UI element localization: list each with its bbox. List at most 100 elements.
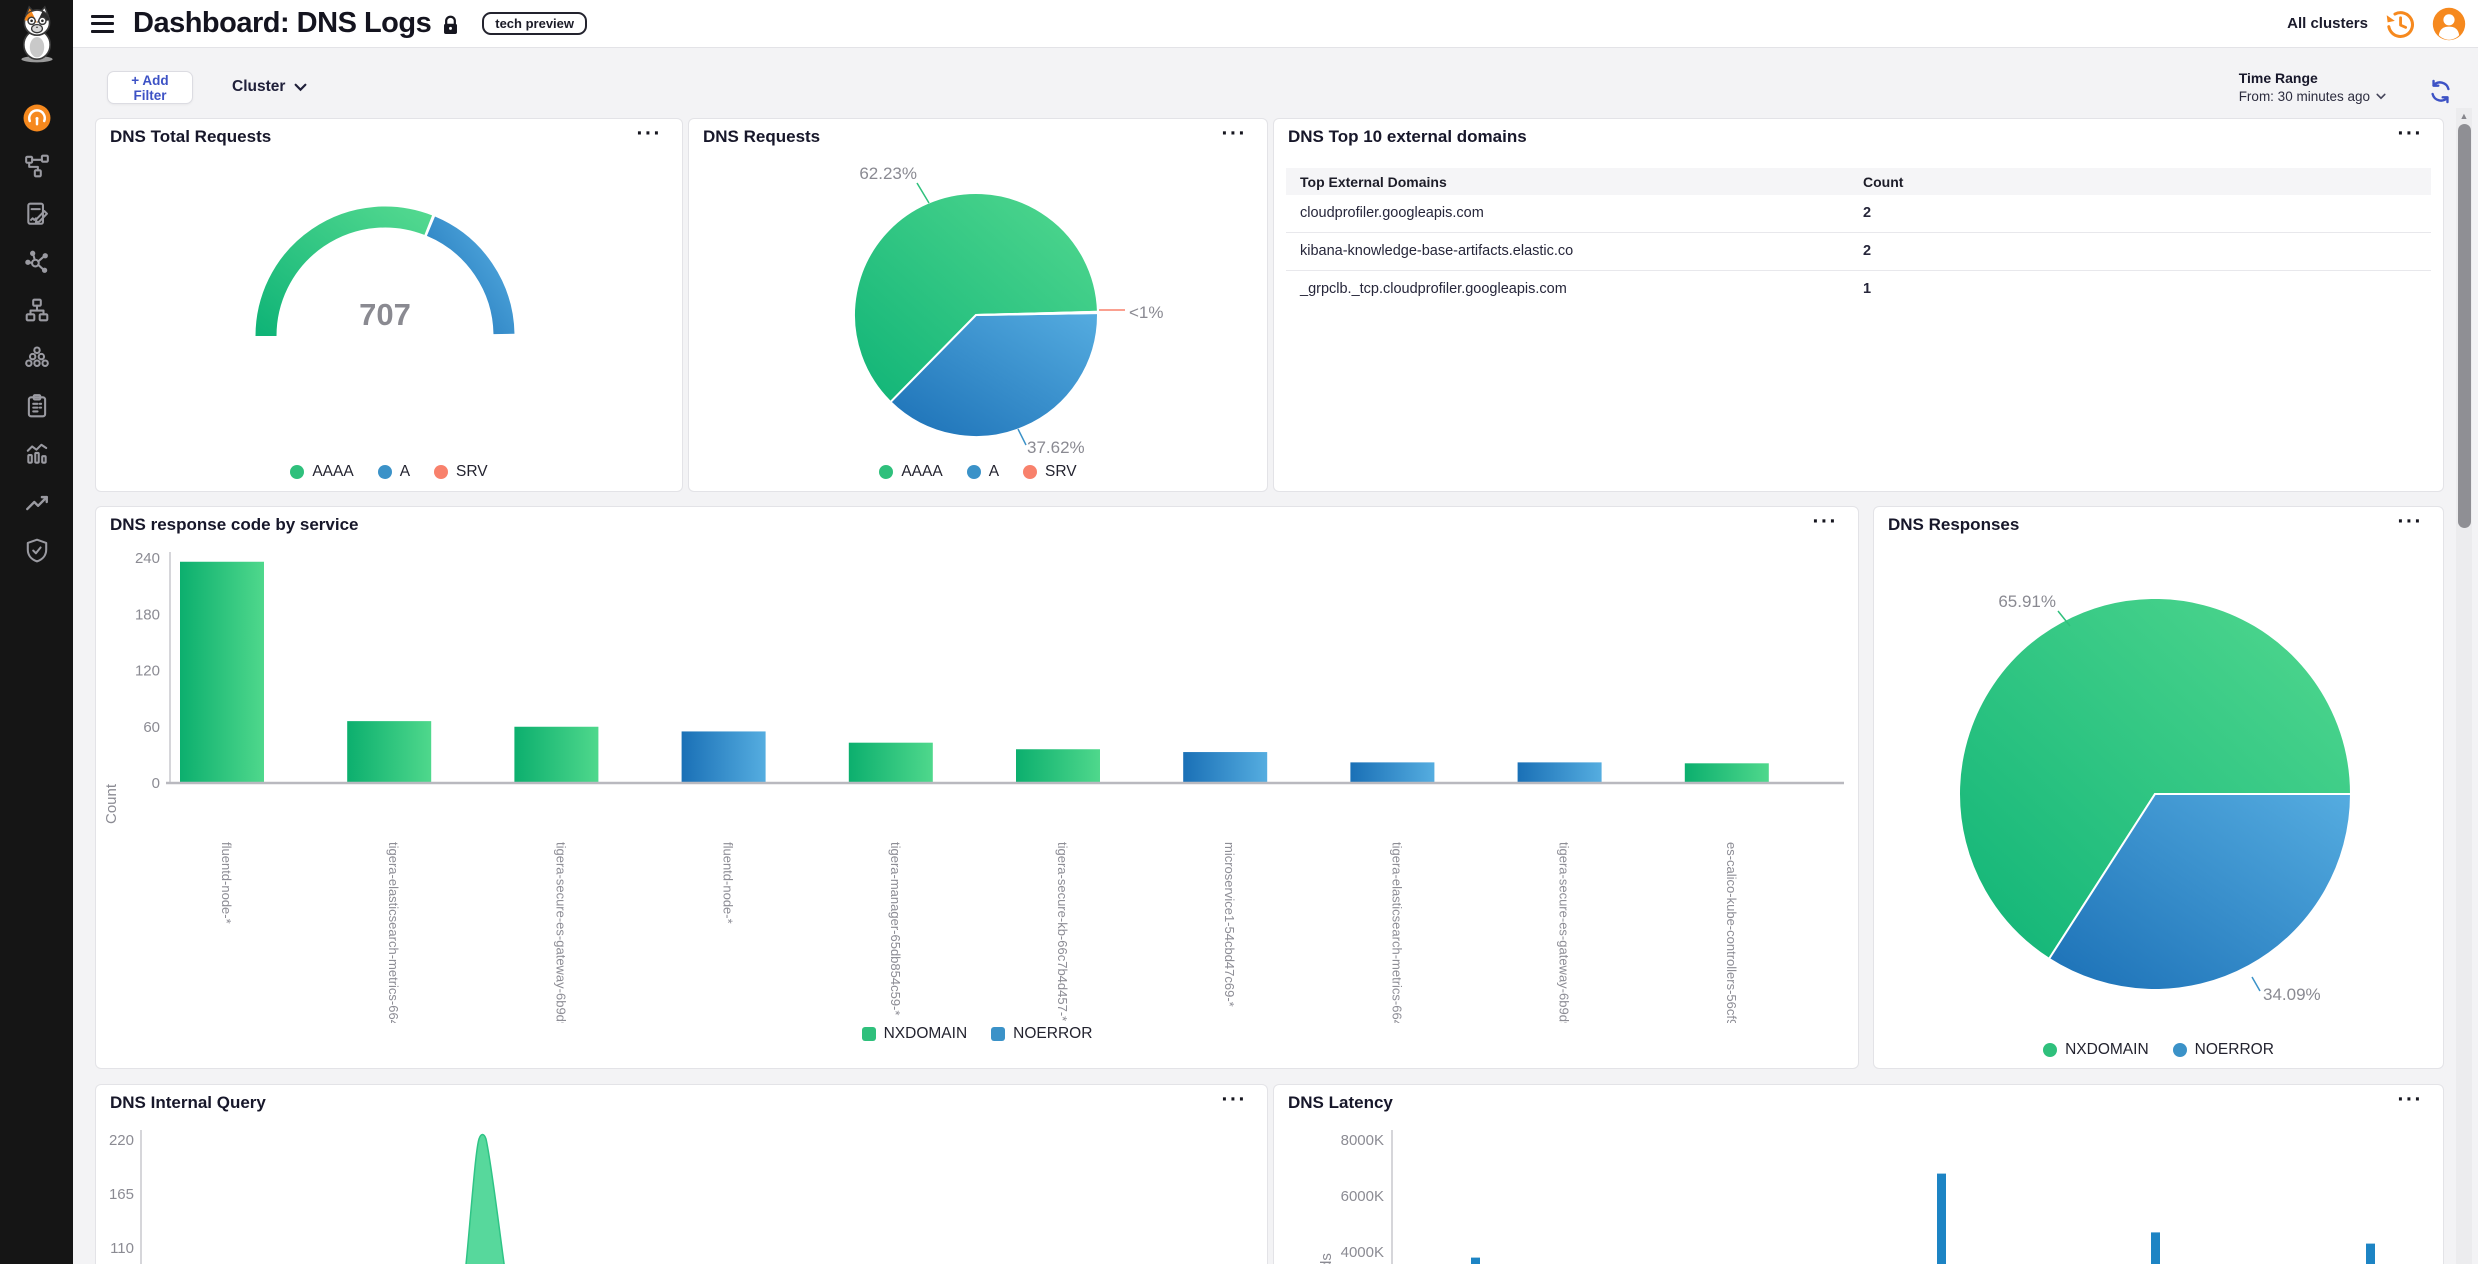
add-filter-button[interactable]: + Add Filter	[107, 71, 193, 104]
chart-label: 37.62%	[1027, 438, 1085, 457]
sidebar-item-threat-defense[interactable]	[0, 526, 73, 574]
top-bar: Dashboard: DNS Logs tech preview All clu…	[73, 0, 2478, 48]
y-tick-label: 120	[135, 663, 160, 680]
bar-fluentd-node-*[interactable]	[180, 561, 264, 783]
sidebar-item-compliance-reports[interactable]	[0, 382, 73, 430]
area-chart[interactable]: 220 165 110	[96, 1085, 1267, 1264]
area-series-spike[interactable]	[457, 1133, 516, 1264]
panel-dns-response-code: DNS response code by service ··· 0 60 120 1…	[95, 506, 1859, 1069]
legend-item[interactable]: A	[377, 463, 410, 481]
bar-tigera-manager-65db854c59-*[interactable]	[848, 742, 933, 783]
gauge-chart[interactable]: 707	[96, 119, 682, 459]
sidebar-item-service-graph[interactable]	[0, 238, 73, 286]
legend-swatch	[434, 465, 449, 479]
y-tick-label: 165	[109, 1186, 134, 1203]
pie-slice-NXDOMAIN[interactable]	[1958, 597, 2353, 961]
refresh-icon	[2431, 79, 2450, 104]
menu-toggle-button[interactable]	[91, 14, 114, 33]
y-tick-label: 0	[152, 775, 160, 792]
latency-bar[interactable]	[2366, 1243, 2375, 1264]
panel-menu-button[interactable]: ···	[1807, 509, 1844, 535]
table-row[interactable]: cloudprofiler.googleapis.com 2	[1286, 194, 2431, 233]
pie-label-leader	[1017, 428, 1027, 446]
y-tick-label: 240	[135, 550, 160, 567]
calico-logo[interactable]	[13, 5, 61, 63]
history-button[interactable]	[2382, 6, 2418, 42]
y-axis-title: Count	[103, 783, 120, 824]
table-row[interactable]: _grpclb._tcp.cloudprofiler.googleapis.co…	[1286, 270, 2431, 308]
gauge-segment-A[interactable]	[426, 216, 515, 335]
latency-bar-chart[interactable]: 8000K 6000K 4000K Nanoseconds	[1274, 1085, 2443, 1264]
sidebar-item-dashboard[interactable]	[0, 94, 73, 142]
sidebar-item-networks[interactable]	[0, 286, 73, 334]
latency-bar[interactable]	[1937, 1173, 1946, 1264]
latency-bar[interactable]	[1471, 1257, 1480, 1264]
x-tick-label: tigera-elasticsearch-metrics-6649dbddb5-…	[1389, 842, 1404, 1023]
bar-fluentd-node-*[interactable]	[681, 731, 766, 783]
pie-slice-NOERROR[interactable]	[2047, 793, 2353, 991]
time-range-selector[interactable]: Time Range From: 30 minutes ago	[2239, 70, 2386, 104]
legend-swatch	[290, 465, 305, 479]
bar-tigera-elasticsearch-metrics-6649dbddb5-*[interactable]	[1350, 762, 1435, 783]
legend-label: AAAA	[901, 463, 943, 480]
cluster-scope-selector[interactable]: All clusters	[2287, 15, 2368, 32]
panel-dns-top-domains: DNS Top 10 external domains ··· Top Exte…	[1273, 118, 2444, 492]
topbar-right: All clusters	[2287, 0, 2466, 47]
bar-tigera-secure-es-gateway-6b9d9f7bcc-*[interactable]	[1517, 762, 1602, 783]
legend-item[interactable]: NOERROR	[991, 1025, 1092, 1043]
sidebar-item-policies[interactable]	[0, 190, 73, 238]
panel-title: DNS Responses	[1888, 515, 2020, 534]
x-tick-label: fluentd-node-*	[721, 842, 736, 924]
bar-tigera-secure-kb-66c7b4d457-*[interactable]	[1016, 749, 1100, 783]
network-topology-icon	[24, 154, 49, 178]
legend-item[interactable]: NXDOMAIN	[2043, 1041, 2149, 1059]
cluster-nodes-icon	[24, 346, 49, 367]
sidebar-item-statistics[interactable]	[0, 430, 73, 478]
calico-cat-icon	[21, 5, 53, 63]
bar-es-calico-kube-controllers-56cf99d5cc-*[interactable]	[1684, 763, 1769, 783]
pie-slice-SRV[interactable]	[975, 310, 1099, 316]
sidebar-item-trends[interactable]	[0, 478, 73, 526]
bar-tigera-secure-es-gateway-6b9d9f7bcc-*[interactable]	[514, 726, 599, 783]
panel-menu-button[interactable]: ···	[631, 121, 668, 147]
pie-chart[interactable]: 65.91% 34.09%	[1874, 507, 2443, 1037]
sidebar-item-workloads[interactable]	[0, 334, 73, 382]
cluster-filter-dropdown[interactable]: Cluster	[232, 78, 307, 96]
history-icon	[2386, 10, 2415, 38]
legend-item[interactable]: SRV	[434, 463, 488, 481]
panel-menu-button[interactable]: ···	[1216, 1087, 1253, 1113]
pie-label-leader	[2251, 976, 2261, 992]
panel-menu-button[interactable]: ···	[1216, 121, 1253, 147]
refresh-button[interactable]	[2427, 78, 2454, 105]
x-tick-label: tigera-secure-es-gateway-6b9d9f7bcc-*	[1557, 842, 1572, 1023]
gauge-segment-AAAA[interactable]	[255, 206, 433, 337]
statistics-chart-icon	[26, 443, 47, 464]
pie-chart[interactable]: 62.23% 37.62% <1%	[689, 119, 1267, 459]
column-header-count[interactable]: Count	[1863, 173, 1904, 190]
legend-swatch	[991, 1027, 1006, 1041]
sidebar-item-network-topology[interactable]	[0, 142, 73, 190]
panel-menu-button[interactable]: ···	[2392, 1087, 2429, 1113]
scrollbar-thumb[interactable]	[2457, 124, 2471, 528]
column-header-domain[interactable]: Top External Domains	[1300, 173, 1447, 190]
panel-menu-button[interactable]: ···	[2392, 121, 2429, 147]
legend-item[interactable]: AAAA	[879, 463, 943, 481]
latency-bar[interactable]	[2151, 1232, 2160, 1264]
scrollbar-up-arrow[interactable]: ▲	[2459, 111, 2469, 121]
bar-microservice1-54cbd47c69-*[interactable]	[1183, 752, 1268, 783]
pie-slice-A[interactable]	[889, 311, 1099, 438]
table-row[interactable]: kibana-knowledge-base-artifacts.elastic.…	[1286, 232, 2431, 271]
pie-slice-AAAA[interactable]	[853, 192, 1099, 404]
panel-menu-button[interactable]: ···	[2392, 509, 2429, 535]
bar-tigera-elasticsearch-metrics-6649dbddb5-*[interactable]	[347, 721, 432, 783]
legend-item[interactable]: NOERROR	[2172, 1041, 2274, 1059]
legend-item[interactable]: A	[966, 463, 999, 481]
legend-item[interactable]: SRV	[1023, 463, 1077, 481]
user-menu-button[interactable]	[2432, 7, 2466, 41]
legend-item[interactable]: AAAA	[290, 463, 354, 481]
legend-item[interactable]: NXDOMAIN	[861, 1025, 967, 1043]
bar-chart[interactable]: 0 60 120 180 240 Count fluentd-node-* tigera-el…	[96, 507, 1858, 1023]
legend-swatch	[1023, 465, 1038, 479]
chart-legend: NXDOMAIN NOERROR	[96, 1025, 1858, 1043]
